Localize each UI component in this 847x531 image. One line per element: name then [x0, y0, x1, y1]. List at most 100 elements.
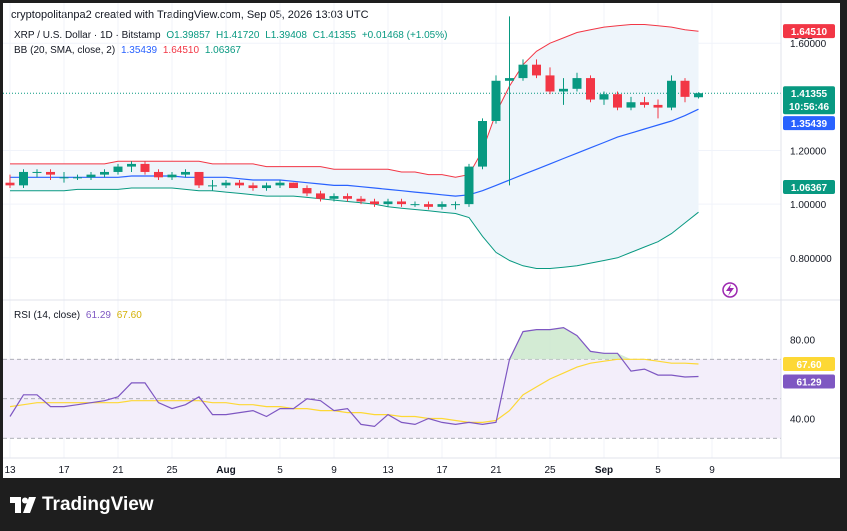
- candle-body[interactable]: [383, 201, 393, 205]
- candle-body[interactable]: [572, 78, 582, 89]
- candle-body[interactable]: [275, 182, 285, 186]
- candle-body[interactable]: [181, 171, 190, 175]
- candle-body[interactable]: [626, 102, 636, 108]
- rsi-ma-value: 67.60: [116, 310, 142, 321]
- candle-body[interactable]: [653, 104, 663, 108]
- candle-body[interactable]: [59, 177, 69, 179]
- bb-lower-line: [10, 187, 699, 269]
- candle-body[interactable]: [424, 204, 433, 207]
- last-price-tag-text: 10:56:46: [789, 102, 829, 113]
- candle-body[interactable]: [640, 102, 649, 105]
- candle-body[interactable]: [73, 177, 82, 179]
- candle-body[interactable]: [113, 166, 123, 172]
- candle-body[interactable]: [397, 201, 406, 205]
- candle-body[interactable]: [491, 80, 501, 121]
- rsi-ma-tag-text: 67.60: [796, 360, 821, 371]
- tradingview-footer: TradingView: [10, 494, 154, 516]
- rsi-pane: [3, 299, 840, 439]
- candle-body[interactable]: [329, 196, 339, 199]
- candle-body[interactable]: [316, 193, 325, 199]
- candle-body[interactable]: [248, 185, 258, 189]
- bb-fill-area: [10, 24, 699, 269]
- rsi-tick-label: 40.00: [790, 415, 815, 426]
- ohlc-legend: XRP / U.S. Dollar · 1D · Bitstamp O1.398…: [14, 30, 450, 41]
- candle-body[interactable]: [235, 182, 244, 186]
- bb-label[interactable]: BB (20, SMA, close, 2): [14, 45, 116, 56]
- bb-lower-value: 1.06367: [204, 45, 241, 56]
- goto-realtime-icon[interactable]: [722, 282, 738, 298]
- bb-basis-value: 1.35439: [120, 45, 158, 56]
- time-tick-label: 21: [112, 465, 124, 476]
- close-value: C1.41355: [312, 30, 357, 41]
- bb-basis-tag: [783, 116, 835, 131]
- time-tick-label: 25: [166, 465, 178, 476]
- candle-body[interactable]: [127, 163, 136, 167]
- rsi-tick-label: 80.00: [790, 336, 815, 347]
- candle-body[interactable]: [586, 78, 595, 100]
- rsi-tag-text: 61.29: [796, 377, 821, 388]
- candle-body[interactable]: [221, 182, 231, 186]
- bb-upper-tag: [783, 24, 835, 39]
- candle-body[interactable]: [167, 174, 177, 178]
- candle-body[interactable]: [599, 94, 609, 100]
- candle-body[interactable]: [680, 80, 690, 97]
- candle-body[interactable]: [532, 64, 541, 76]
- tradingview-logo-icon: [10, 497, 36, 513]
- candle-body[interactable]: [46, 171, 55, 175]
- candle-body[interactable]: [437, 204, 447, 207]
- time-tick-label: 9: [331, 465, 337, 476]
- candle-body[interactable]: [100, 171, 109, 175]
- rsi-label[interactable]: RSI (14, close): [14, 310, 81, 321]
- candle-body[interactable]: [410, 204, 420, 206]
- candle-body[interactable]: [289, 182, 298, 189]
- candle-body[interactable]: [613, 94, 622, 108]
- rsi-overbought-fill: [509, 327, 631, 360]
- candle-body[interactable]: [262, 185, 271, 189]
- candle-body[interactable]: [667, 80, 676, 108]
- rsi-value: 61.29: [85, 310, 111, 321]
- candle-body[interactable]: [518, 64, 528, 79]
- candle-body[interactable]: [343, 196, 352, 199]
- open-value: O1.39857: [166, 30, 211, 41]
- time-tick-label: 13: [4, 465, 16, 476]
- rsi-tag: [783, 374, 835, 389]
- chart-canvas[interactable]: USD1.600001.200001.000000.80000080.0040.…: [3, 3, 840, 478]
- last-price-tag: [783, 86, 835, 115]
- time-tick-label: 9: [709, 465, 715, 476]
- candle-body[interactable]: [302, 188, 312, 194]
- rsi-ma-line: [9, 358, 699, 423]
- candle-body[interactable]: [451, 204, 460, 206]
- time-tick-label: 17: [436, 465, 448, 476]
- publisher-header: cryptopolitanpa2 created with TradingVie…: [11, 9, 369, 21]
- low-value: L1.39408: [265, 30, 307, 41]
- candle-body[interactable]: [559, 88, 568, 92]
- high-value: H1.41720: [216, 30, 260, 41]
- symbol-label[interactable]: XRP / U.S. Dollar · 1D · Bitstamp: [14, 30, 161, 41]
- price-tags: 1.64510 1.41355 10:56:46 1.35439 1.06367 67.6…: [783, 24, 835, 389]
- candle-body[interactable]: [464, 166, 474, 205]
- price-tick-label: 1.60000: [790, 39, 827, 50]
- candle-body[interactable]: [86, 174, 96, 178]
- rsi-line: [9, 326, 699, 428]
- bb-upper-line: [10, 24, 699, 178]
- candle-body[interactable]: [208, 185, 217, 187]
- chart-frame: cryptopolitanpa2 created with TradingVie…: [3, 3, 840, 478]
- candle-body[interactable]: [19, 171, 28, 186]
- candle-body[interactable]: [194, 171, 204, 186]
- brand-name: TradingView: [42, 494, 154, 515]
- bollinger-bands: [10, 24, 699, 269]
- candle-body[interactable]: [478, 121, 487, 167]
- candle-body[interactable]: [505, 78, 514, 81]
- candle-body[interactable]: [5, 182, 15, 186]
- candle-body[interactable]: [545, 75, 555, 92]
- candle-body[interactable]: [356, 198, 366, 202]
- candle-body[interactable]: [370, 201, 379, 205]
- bb-upper-tag-text: 1.64510: [791, 27, 828, 38]
- candle-body[interactable]: [694, 93, 703, 98]
- candle-body[interactable]: [32, 171, 42, 173]
- price-tick-label: 1.20000: [790, 147, 827, 158]
- time-tick-label: 25: [544, 465, 556, 476]
- candle-body[interactable]: [154, 171, 163, 178]
- rsi-legend: RSI (14, close) 61.29 67.60: [14, 310, 145, 321]
- candle-body[interactable]: [140, 163, 150, 172]
